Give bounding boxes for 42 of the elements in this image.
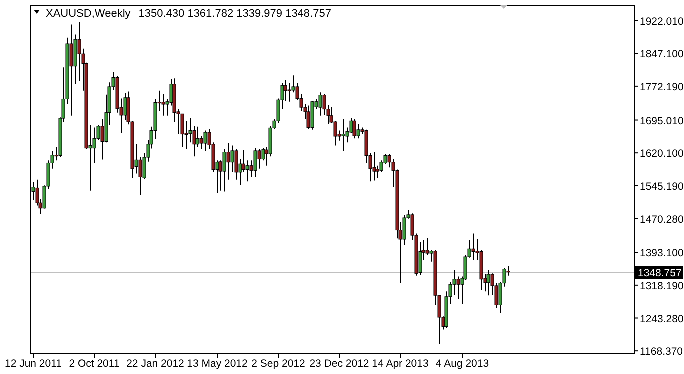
candlestick <box>372 152 376 182</box>
candlestick <box>70 24 74 116</box>
chart-subtitle: 1350.430 1361.782 1339.979 1348.757 <box>138 8 332 20</box>
candlestick <box>456 276 460 300</box>
candlestick <box>486 270 490 296</box>
x-tick-label: 14 Apr 2013 <box>372 358 429 370</box>
y-tick-label: 1847.100 <box>640 48 684 61</box>
y-tick-label: 1470.280 <box>640 214 684 226</box>
candlestick <box>246 160 250 182</box>
y-tick-label: 1243.280 <box>640 313 684 326</box>
candlestick <box>306 105 310 130</box>
y-tick-label: 1620.100 <box>640 148 684 160</box>
x-tick-label: 2 Oct 2011 <box>69 358 120 370</box>
x-tick-label: 22 Jan 2012 <box>126 358 185 370</box>
candlestick <box>180 114 184 148</box>
x-tick-label: 2 Sep 2012 <box>252 358 306 370</box>
candlestick <box>352 118 356 140</box>
ref-line-label: 1348.757 <box>638 268 682 280</box>
candlestick <box>284 79 288 102</box>
candlestick <box>356 124 360 140</box>
y-tick-label: 1318.190 <box>640 280 684 292</box>
y-tick-label: 1545.190 <box>640 180 684 193</box>
candlestick <box>342 118 346 152</box>
y-tick-label: 1922.010 <box>640 16 684 28</box>
candlestick <box>254 148 258 178</box>
x-tick-label: 12 Jun 2011 <box>4 358 62 370</box>
candlestick <box>226 142 230 180</box>
y-tick-label: 1168.370 <box>640 346 684 358</box>
candlestick <box>162 94 166 116</box>
x-tick-label: 23 Dec 2012 <box>310 358 370 370</box>
candlestick <box>318 92 322 116</box>
y-tick-label: 1393.100 <box>640 248 684 260</box>
candlestick <box>196 126 200 148</box>
candlestick <box>204 130 208 152</box>
candlestick <box>472 233 476 261</box>
y-tick-label: 1695.010 <box>640 115 684 128</box>
x-tick-label: 13 May 2012 <box>187 358 248 370</box>
candlestick <box>258 148 262 170</box>
chart-title: XAUUSD,Weekly <box>46 8 131 20</box>
candlestick <box>200 136 204 150</box>
x-tick-label: 4 Aug 2013 <box>436 358 490 370</box>
y-tick-label: 1772.190 <box>640 81 684 94</box>
